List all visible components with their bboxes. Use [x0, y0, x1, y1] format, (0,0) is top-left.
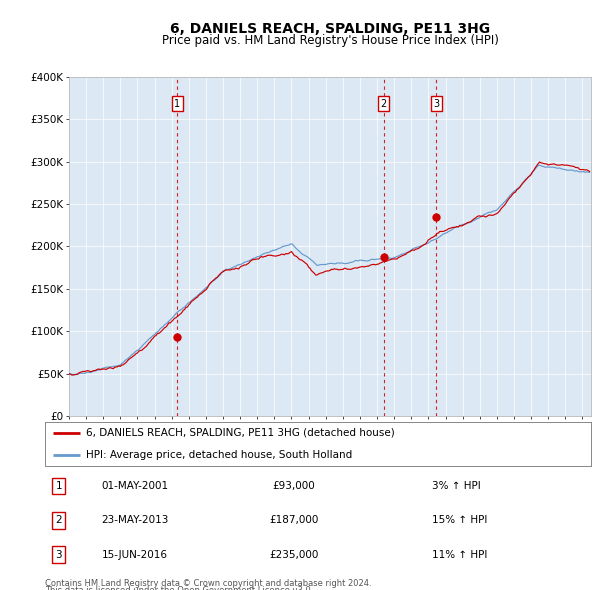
Text: 01-MAY-2001: 01-MAY-2001 [101, 481, 169, 491]
Text: HPI: Average price, detached house, South Holland: HPI: Average price, detached house, Sout… [86, 450, 352, 460]
Text: 3: 3 [433, 99, 439, 109]
Text: 2: 2 [55, 516, 62, 525]
Text: 1: 1 [55, 481, 62, 491]
Text: 23-MAY-2013: 23-MAY-2013 [101, 516, 169, 525]
Text: £235,000: £235,000 [269, 550, 319, 559]
Text: 1: 1 [174, 99, 181, 109]
Text: 11% ↑ HPI: 11% ↑ HPI [432, 550, 487, 559]
Text: This data is licensed under the Open Government Licence v3.0.: This data is licensed under the Open Gov… [45, 586, 313, 590]
Text: Price paid vs. HM Land Registry's House Price Index (HPI): Price paid vs. HM Land Registry's House … [161, 34, 499, 47]
Text: 3: 3 [55, 550, 62, 559]
Text: 2: 2 [380, 99, 387, 109]
Text: 6, DANIELS REACH, SPALDING, PE11 3HG (detached house): 6, DANIELS REACH, SPALDING, PE11 3HG (de… [86, 428, 395, 438]
Text: £93,000: £93,000 [272, 481, 316, 491]
Text: £187,000: £187,000 [269, 516, 319, 525]
Text: 3% ↑ HPI: 3% ↑ HPI [432, 481, 481, 491]
Text: 15-JUN-2016: 15-JUN-2016 [102, 550, 168, 559]
Text: 6, DANIELS REACH, SPALDING, PE11 3HG: 6, DANIELS REACH, SPALDING, PE11 3HG [170, 22, 490, 37]
Text: 15% ↑ HPI: 15% ↑ HPI [432, 516, 487, 525]
Text: Contains HM Land Registry data © Crown copyright and database right 2024.: Contains HM Land Registry data © Crown c… [45, 579, 371, 588]
